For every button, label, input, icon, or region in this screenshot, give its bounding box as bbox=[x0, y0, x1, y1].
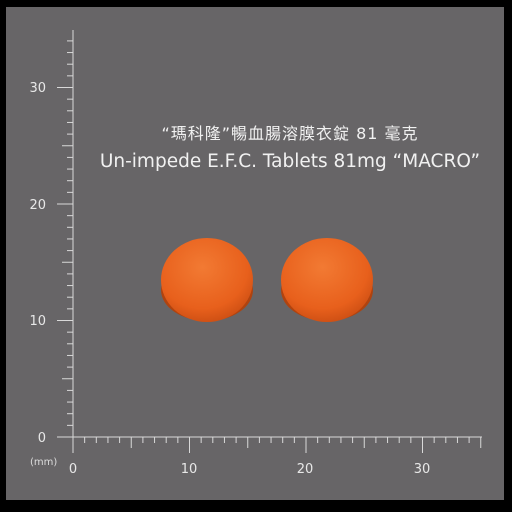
unit-label: (mm) bbox=[30, 457, 58, 468]
caption-chinese: “瑪科隆”暢血腸溶膜衣錠 81 毫克 bbox=[161, 124, 419, 143]
x-label-20: 20 bbox=[296, 462, 314, 477]
x-label-10: 10 bbox=[180, 462, 198, 477]
x-label-30: 30 bbox=[413, 462, 431, 477]
tablet-left bbox=[161, 238, 253, 322]
tablet-right bbox=[281, 238, 373, 322]
y-label-10: 10 bbox=[29, 314, 46, 329]
x-label-0: 0 bbox=[68, 462, 78, 477]
caption-english: Un-impede E.F.C. Tablets 81mg “MACRO” bbox=[99, 151, 481, 172]
y-label-20: 20 bbox=[29, 198, 46, 213]
y-label-30: 30 bbox=[29, 81, 46, 96]
y-label-0: 0 bbox=[37, 431, 46, 446]
photo-background bbox=[6, 7, 504, 500]
